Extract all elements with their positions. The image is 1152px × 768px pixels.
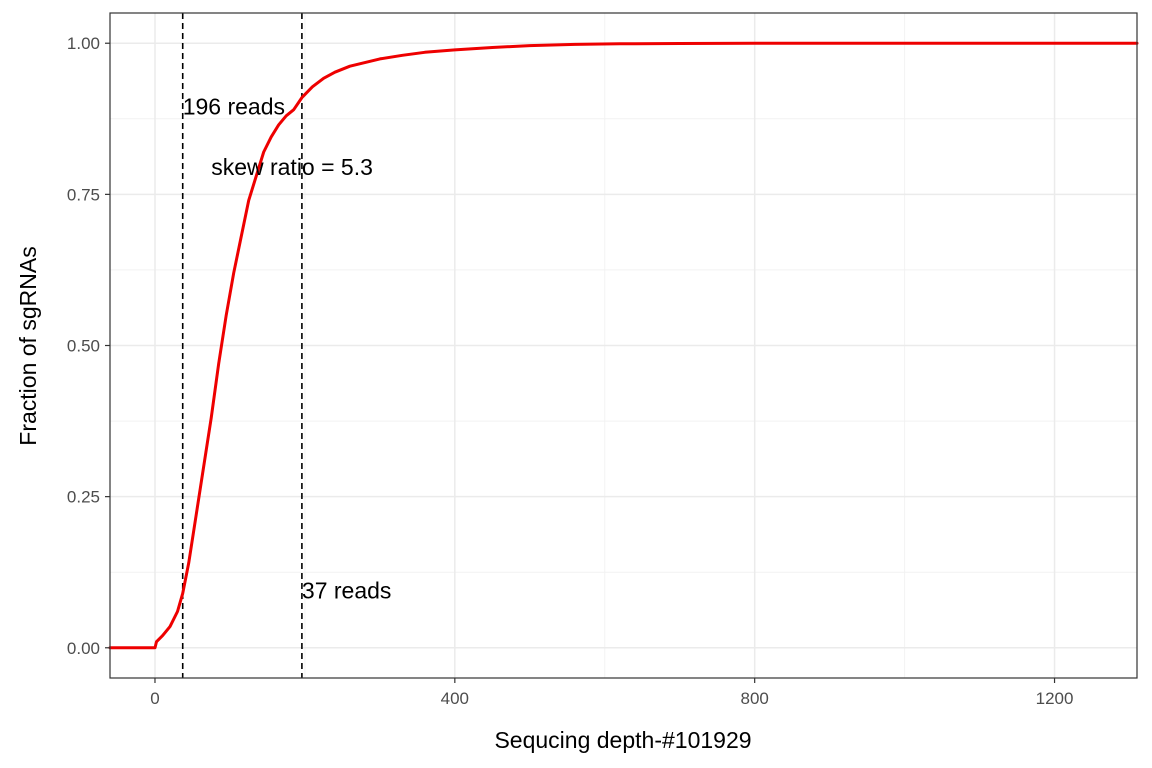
reference-lines [181, 13, 303, 678]
y-tick-label: 0.50 [67, 337, 100, 356]
x-tick-label: 0 [150, 689, 159, 708]
y-tick-label: 0.00 [67, 639, 100, 658]
grid-major [110, 13, 1137, 678]
y-tick-label: 0.25 [67, 488, 100, 507]
series-layer [108, 41, 1139, 650]
y-tick-label: 0.75 [67, 185, 100, 204]
annotation-label: 196 reads [183, 94, 285, 120]
y-axis: 0.00 0.25 0.50 0.75 1.00 [67, 34, 110, 658]
annotation-label: 37 reads [302, 577, 392, 603]
y-axis-title: Fraction of sgRNAs [15, 246, 41, 445]
x-tick-label: 1200 [1036, 689, 1074, 708]
series-line [108, 41, 1139, 650]
x-axis-title: Sequcing depth-#101929 [494, 727, 751, 753]
y-tick-label: 1.00 [67, 34, 100, 53]
x-axis: 0 400 800 1200 [150, 678, 1073, 708]
annotation-label: skew ratio = 5.3 [211, 154, 373, 180]
x-tick-label: 400 [441, 689, 469, 708]
x-tick-label: 800 [740, 689, 768, 708]
annotations: 196 reads skew ratio = 5.3 37 reads [183, 94, 392, 604]
